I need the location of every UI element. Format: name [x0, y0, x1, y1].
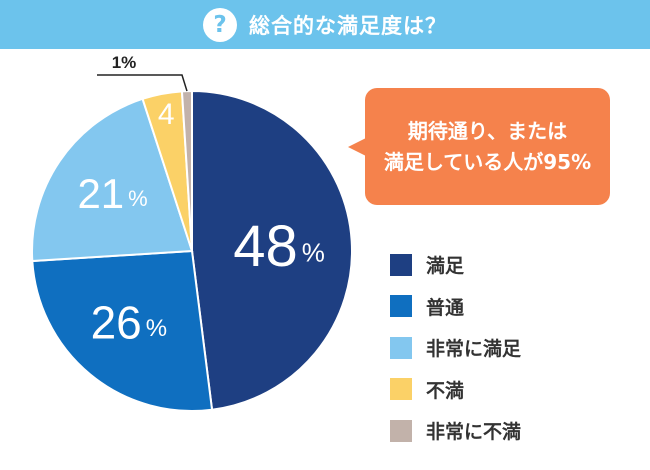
pie-slice: [31, 249, 214, 412]
pie-slice: [31, 97, 194, 263]
slice-value-label: 21%: [77, 170, 147, 217]
legend-label: 非常に不満: [426, 421, 522, 443]
legend-swatch: [390, 419, 412, 442]
summary-callout: 期待通り、または 満足している人が95%: [365, 88, 610, 205]
legend-swatch: [390, 253, 412, 276]
legend-label: 普通: [426, 296, 465, 319]
question-icon: ?: [203, 7, 237, 42]
legend-label: 非常に満足: [426, 338, 522, 360]
slice-value-label: 4: [158, 97, 175, 130]
slice-value-label: 26%: [91, 297, 168, 349]
legend-item-hijo-ni-manzoku: 非常に満足: [390, 336, 522, 360]
leader-line: [97, 74, 188, 92]
header-content: ? 総合的な満足度は？: [203, 7, 447, 42]
legend-label: 満足: [426, 255, 465, 277]
legend-label: 不満: [426, 379, 465, 402]
legend-swatch: [390, 336, 412, 359]
legend: 満足 普通 非常に満足 不満 非常に不満: [390, 253, 521, 461]
legend-item-fuman: 不満: [390, 378, 521, 402]
legend-swatch: [390, 378, 412, 400]
slice-value-label: 48%: [233, 213, 325, 278]
callout-line-2: 満足している人が95%: [383, 149, 592, 174]
legend-item-manzoku: 満足: [390, 253, 521, 277]
legend-item-futsu: 普通: [390, 295, 521, 319]
callout-line-1: 期待通り、または: [407, 118, 568, 143]
callout-tail: [348, 138, 366, 156]
legend-swatch: [390, 295, 412, 317]
chart-title: 総合的な満足度は？: [249, 13, 447, 38]
pie-slice: [180, 89, 193, 252]
pie-chart: 48 % 26 % 21 % 4 1%: [31, 53, 353, 412]
chart-header: ? 総合的な満足度は？: [0, 0, 650, 49]
slice-value-label: 1%: [112, 53, 137, 72]
legend-item-hijo-ni-fuman: 非常に不満: [390, 419, 522, 443]
pie-slice: [191, 89, 353, 411]
